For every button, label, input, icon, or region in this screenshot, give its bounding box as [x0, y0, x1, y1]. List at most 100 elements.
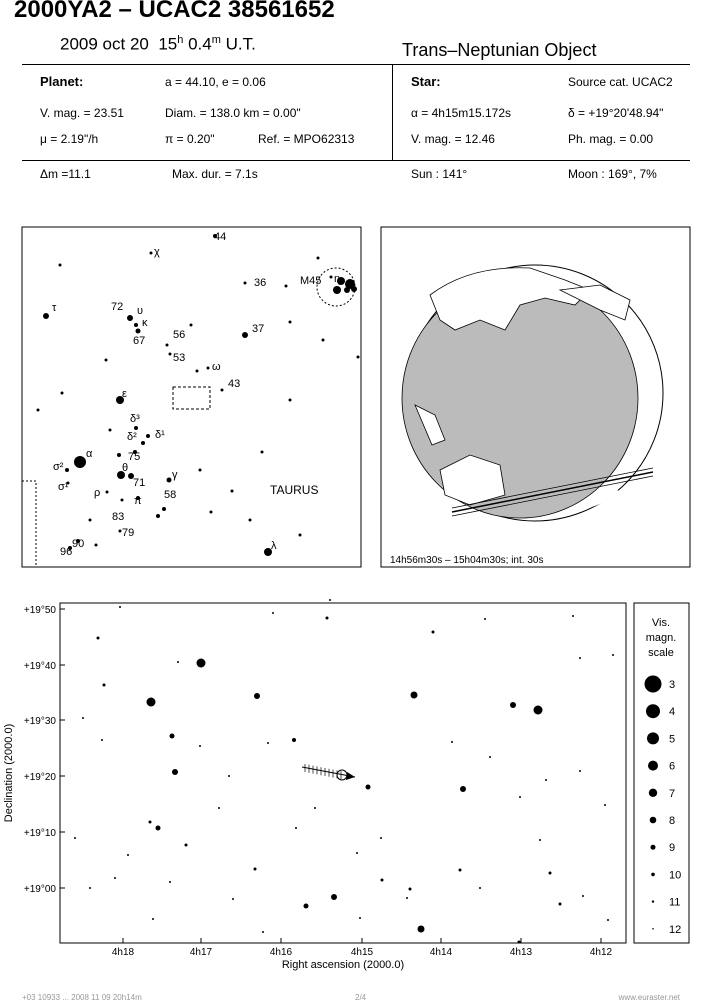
finder-label: 83 [112, 511, 124, 523]
star [272, 612, 274, 614]
legend-dot [652, 928, 654, 930]
finder-star [36, 408, 40, 412]
time-zone: U.T. [225, 34, 256, 54]
source: Source cat. UCAC2 [568, 75, 673, 89]
star [519, 796, 521, 798]
dec: δ = +19°20'48.94" [568, 106, 664, 120]
legend-label: 8 [669, 815, 675, 827]
finder-star [337, 277, 345, 285]
rule [22, 64, 690, 65]
finder-star [166, 477, 172, 483]
finder-label: 71 [133, 477, 145, 489]
star [295, 827, 297, 829]
finder-star [134, 323, 138, 327]
finder-label: 90 [72, 538, 84, 550]
finder-star [189, 323, 193, 327]
finder-star [198, 468, 202, 472]
star [152, 918, 154, 920]
date-line: 2009 oct 20 15h 0.4m U.T. [60, 34, 256, 55]
footer-center: 2/4 [355, 993, 367, 1002]
finder-label: TAURUS [270, 483, 318, 497]
y-tick-label: +19°40 [24, 661, 57, 672]
sun: Sun : 141° [411, 167, 468, 181]
finder-star [108, 428, 112, 432]
star [146, 697, 156, 707]
star [155, 825, 161, 831]
x-tick-label: 4h13 [510, 947, 533, 958]
finder-label: δ¹ [155, 429, 165, 441]
finder-star [165, 343, 169, 347]
plot-frame [59, 602, 627, 944]
finder-star [60, 391, 64, 395]
star [232, 898, 234, 900]
finder-frame [21, 226, 362, 568]
finder-star [68, 546, 72, 550]
finder-star [260, 450, 264, 454]
legend-dot [646, 704, 660, 719]
star [558, 902, 562, 906]
star [267, 742, 269, 744]
finder-label: 56 [173, 329, 185, 341]
track [301, 766, 356, 778]
star [169, 881, 171, 883]
star [460, 786, 466, 792]
legend-dot [651, 900, 655, 903]
legend-label: 9 [669, 842, 675, 854]
star [484, 618, 486, 620]
legend-title: magn. [646, 632, 677, 644]
star [228, 775, 230, 777]
star [74, 837, 76, 839]
star [417, 925, 425, 933]
x-tick-label: 4h14 [430, 947, 453, 958]
finder-star [242, 332, 248, 338]
star [303, 903, 309, 909]
finder-label: π [134, 495, 142, 507]
time-m-unit: m [211, 34, 221, 46]
finder-star [76, 539, 80, 543]
parallax: π = 0.20" [165, 132, 215, 146]
star [359, 917, 361, 919]
motion: μ = 2.19"/h [40, 132, 99, 146]
star [169, 733, 175, 739]
finder-star [316, 256, 320, 260]
rule [392, 64, 393, 160]
finder-star [104, 358, 108, 362]
finder-label: δ³ [130, 413, 140, 425]
finder-star [329, 275, 333, 279]
finder-label: σ¹ [58, 481, 69, 493]
finder-star [333, 286, 341, 294]
boundary [22, 480, 37, 567]
legend-frame [633, 602, 690, 944]
x-tick-label: 4h17 [190, 947, 213, 958]
moon: Moon : 169°, 7% [568, 167, 657, 181]
star [410, 691, 418, 699]
finder-star [58, 263, 62, 267]
star-vmag: V. mag. = 12.46 [411, 132, 495, 146]
finder-star [288, 320, 292, 324]
shadow-edge [451, 467, 654, 509]
track-arrow [346, 772, 355, 780]
vmag: V. mag. = 23.51 [40, 106, 124, 120]
finder-star [134, 426, 138, 430]
globe-caption: 14h56m30s – 15h04m30s; int. 30s [390, 555, 543, 566]
legend-label: 11 [669, 897, 680, 909]
globe-frame [380, 226, 691, 568]
finder-star [136, 496, 140, 500]
star [96, 636, 100, 640]
legend-dot [649, 816, 657, 824]
star [101, 739, 103, 741]
legend-label: 10 [669, 869, 681, 881]
finder-star [209, 510, 213, 514]
star [331, 894, 337, 900]
y-label: Declination (2000.0) [3, 724, 15, 822]
title: 2000YA2 – UCAC2 38561652 [14, 0, 335, 23]
footer-right: www.euraster.net [618, 993, 681, 1002]
footer-left: +03 10933 ... 2008 11 09 20h14m [22, 993, 142, 1002]
finder-star [94, 543, 98, 547]
finder-star [243, 281, 247, 285]
legend-dot [648, 788, 658, 797]
legend-title: Vis. [652, 617, 670, 629]
star [607, 919, 609, 921]
finder-star [116, 396, 124, 404]
